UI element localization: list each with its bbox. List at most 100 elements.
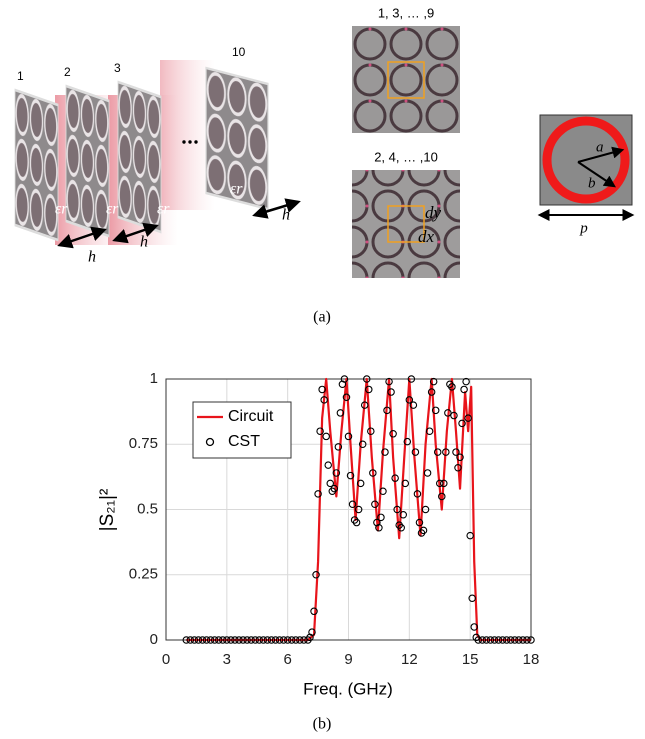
odd-layer-tile [352, 26, 460, 133]
data-point [362, 375, 371, 383]
data-point [399, 510, 407, 519]
data-point [440, 479, 448, 488]
data-point [405, 396, 414, 404]
data-point [330, 484, 339, 493]
data-point [334, 443, 343, 451]
y-tick-label: 0 [150, 631, 158, 648]
data-point [371, 500, 379, 509]
data-point [263, 636, 272, 644]
data-point [186, 636, 195, 644]
data-point [292, 636, 300, 644]
data-point [194, 636, 203, 644]
data-point [502, 636, 511, 644]
x-tick-label: 15 [462, 651, 479, 668]
data-point [393, 505, 401, 514]
data-point [348, 500, 357, 509]
data-point [438, 492, 446, 501]
permittivity-label: εr [106, 201, 119, 218]
data-point [433, 448, 442, 456]
data-point [342, 393, 351, 402]
data-point [296, 636, 304, 644]
data-point [442, 448, 450, 456]
data-point [210, 636, 219, 644]
plot-frame [165, 378, 532, 641]
radius-label: b [588, 175, 596, 191]
data-point [314, 490, 322, 498]
permittivity-label: εr [157, 201, 170, 218]
data-point [318, 385, 326, 394]
data-point [379, 487, 387, 495]
legend-marker [205, 437, 215, 447]
data-point [287, 636, 296, 644]
data-point [332, 469, 341, 477]
data-point [415, 518, 424, 527]
data-point [365, 385, 373, 394]
data-point [401, 479, 410, 488]
data-point [300, 636, 308, 644]
x-tick-label: 18 [523, 651, 540, 668]
data-point [354, 505, 363, 514]
data-point [198, 636, 207, 644]
layer-label: 3 [114, 61, 121, 75]
x-tick-label: 12 [401, 651, 418, 668]
data-point [352, 518, 361, 527]
data-point [182, 636, 191, 644]
x-axis-label: Freq. (GHz) [303, 679, 393, 698]
data-point [413, 490, 422, 498]
data-point [320, 396, 328, 404]
data-point [336, 409, 345, 417]
data-point [247, 636, 255, 644]
data-point [515, 636, 523, 644]
period-label: p [579, 220, 588, 236]
x-tick-label: 6 [283, 651, 291, 668]
data-point [482, 636, 491, 644]
data-point [369, 469, 377, 477]
layer-panel [116, 80, 163, 234]
data-point [462, 377, 470, 386]
legend-box [192, 401, 292, 459]
permittivity-label: εr [55, 201, 68, 218]
data-point [468, 594, 476, 602]
data-point [367, 427, 375, 435]
data-point [389, 430, 397, 438]
ellipsis [182, 140, 198, 144]
data-point [344, 432, 353, 441]
data-point [407, 375, 416, 383]
data-point [316, 427, 324, 435]
data-point [458, 419, 466, 428]
data-point [360, 401, 369, 409]
data-point [219, 636, 227, 644]
data-point [223, 636, 231, 644]
layer-label: 2 [64, 65, 71, 79]
legend-label: CST [228, 433, 260, 450]
data-point [243, 636, 251, 644]
data-point [202, 636, 211, 644]
data-point [255, 636, 264, 644]
data-point [431, 406, 440, 415]
radius-arrow [577, 161, 616, 188]
offset-label: dy [425, 203, 442, 222]
data-point [427, 388, 436, 396]
data-point [377, 513, 385, 522]
data-point [519, 636, 527, 644]
data-point [429, 377, 438, 386]
data-point [460, 385, 468, 394]
data-point [312, 570, 320, 579]
thickness-arrow [112, 222, 159, 244]
thickness-label: h [88, 249, 96, 266]
data-point [452, 448, 460, 456]
data-point [275, 636, 284, 644]
data-point [214, 636, 223, 644]
panel-label: (a) [313, 309, 331, 326]
offset-label: dx [418, 227, 435, 246]
data-point [494, 636, 503, 644]
y-tick-label: 0.75 [129, 435, 158, 452]
x-tick-label: 3 [223, 651, 231, 668]
data-point [206, 636, 215, 644]
data-point [322, 432, 330, 441]
diagram: 1 2 3 10 εr εr εr εr h h h 1, 3, … ,9 2,… [13, 5, 635, 326]
panel-label: (b) [313, 716, 332, 733]
y-axis-label: |S₂₁|² [97, 489, 118, 532]
layer-panel [13, 88, 60, 242]
